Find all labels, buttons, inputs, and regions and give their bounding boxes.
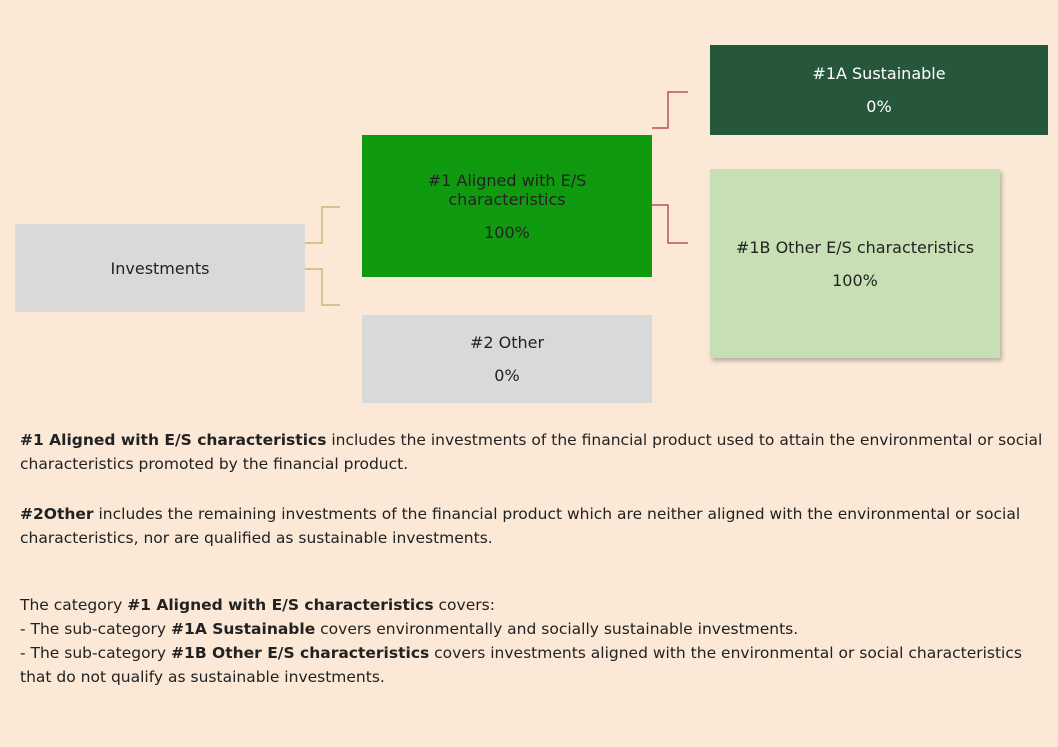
node-label: #1B Other E/S characteristics: [735, 237, 975, 257]
note: - The sub-category #1A Sustainable cover…: [20, 617, 1045, 641]
node-label: #2 Other: [469, 333, 545, 352]
node-label: #1A Sustainable: [812, 64, 946, 83]
note-bold: #1 Aligned with E/S characteristics: [127, 596, 434, 614]
node-other-es: #1B Other E/S characteristics 100%: [710, 169, 1000, 358]
note-text: The category: [20, 596, 128, 614]
note-bold: #1A Sustainable: [171, 620, 316, 638]
node-value: 0%: [866, 97, 892, 116]
note-text: covers:: [433, 596, 495, 614]
note: #2Other includes the remaining investmen…: [20, 502, 1045, 550]
note-bold: #1 Aligned with E/S characteristics: [20, 431, 327, 449]
note-text: includes the investments of the financia…: [20, 431, 1043, 473]
note: #1 Aligned with E/S characteristics incl…: [20, 428, 1045, 476]
node-value: 100%: [484, 222, 530, 242]
node-value: 0%: [494, 366, 520, 385]
note: - The sub-category #1B Other E/S charact…: [20, 641, 1045, 689]
node-aligned: #1 Aligned with E/S characteristics 100%: [362, 135, 652, 277]
node-investments: Investments: [15, 224, 305, 312]
node-label: #1 Aligned with E/S characteristics: [427, 170, 587, 209]
node-label: Investments: [110, 258, 210, 278]
note-bold: #1B Other E/S characteristics: [171, 644, 430, 662]
node-other: #2 Other 0%: [362, 315, 652, 403]
note-text: includes the remaining investments of th…: [20, 505, 1021, 547]
note-text: covers investments aligned with the envi…: [20, 644, 1022, 686]
connector: [305, 268, 340, 306]
note-text: - The sub-category: [20, 620, 172, 638]
connector: [652, 204, 688, 244]
node-sustainable: #1A Sustainable 0%: [710, 45, 1048, 135]
note-text: - The sub-category: [20, 644, 172, 662]
note-bold: #2Other: [20, 505, 94, 523]
node-value: 100%: [832, 270, 878, 290]
note-text: covers environmentally and socially sust…: [315, 620, 799, 638]
note: The category #1 Aligned with E/S charact…: [20, 593, 1045, 617]
connector: [652, 91, 688, 129]
connector: [305, 206, 340, 244]
